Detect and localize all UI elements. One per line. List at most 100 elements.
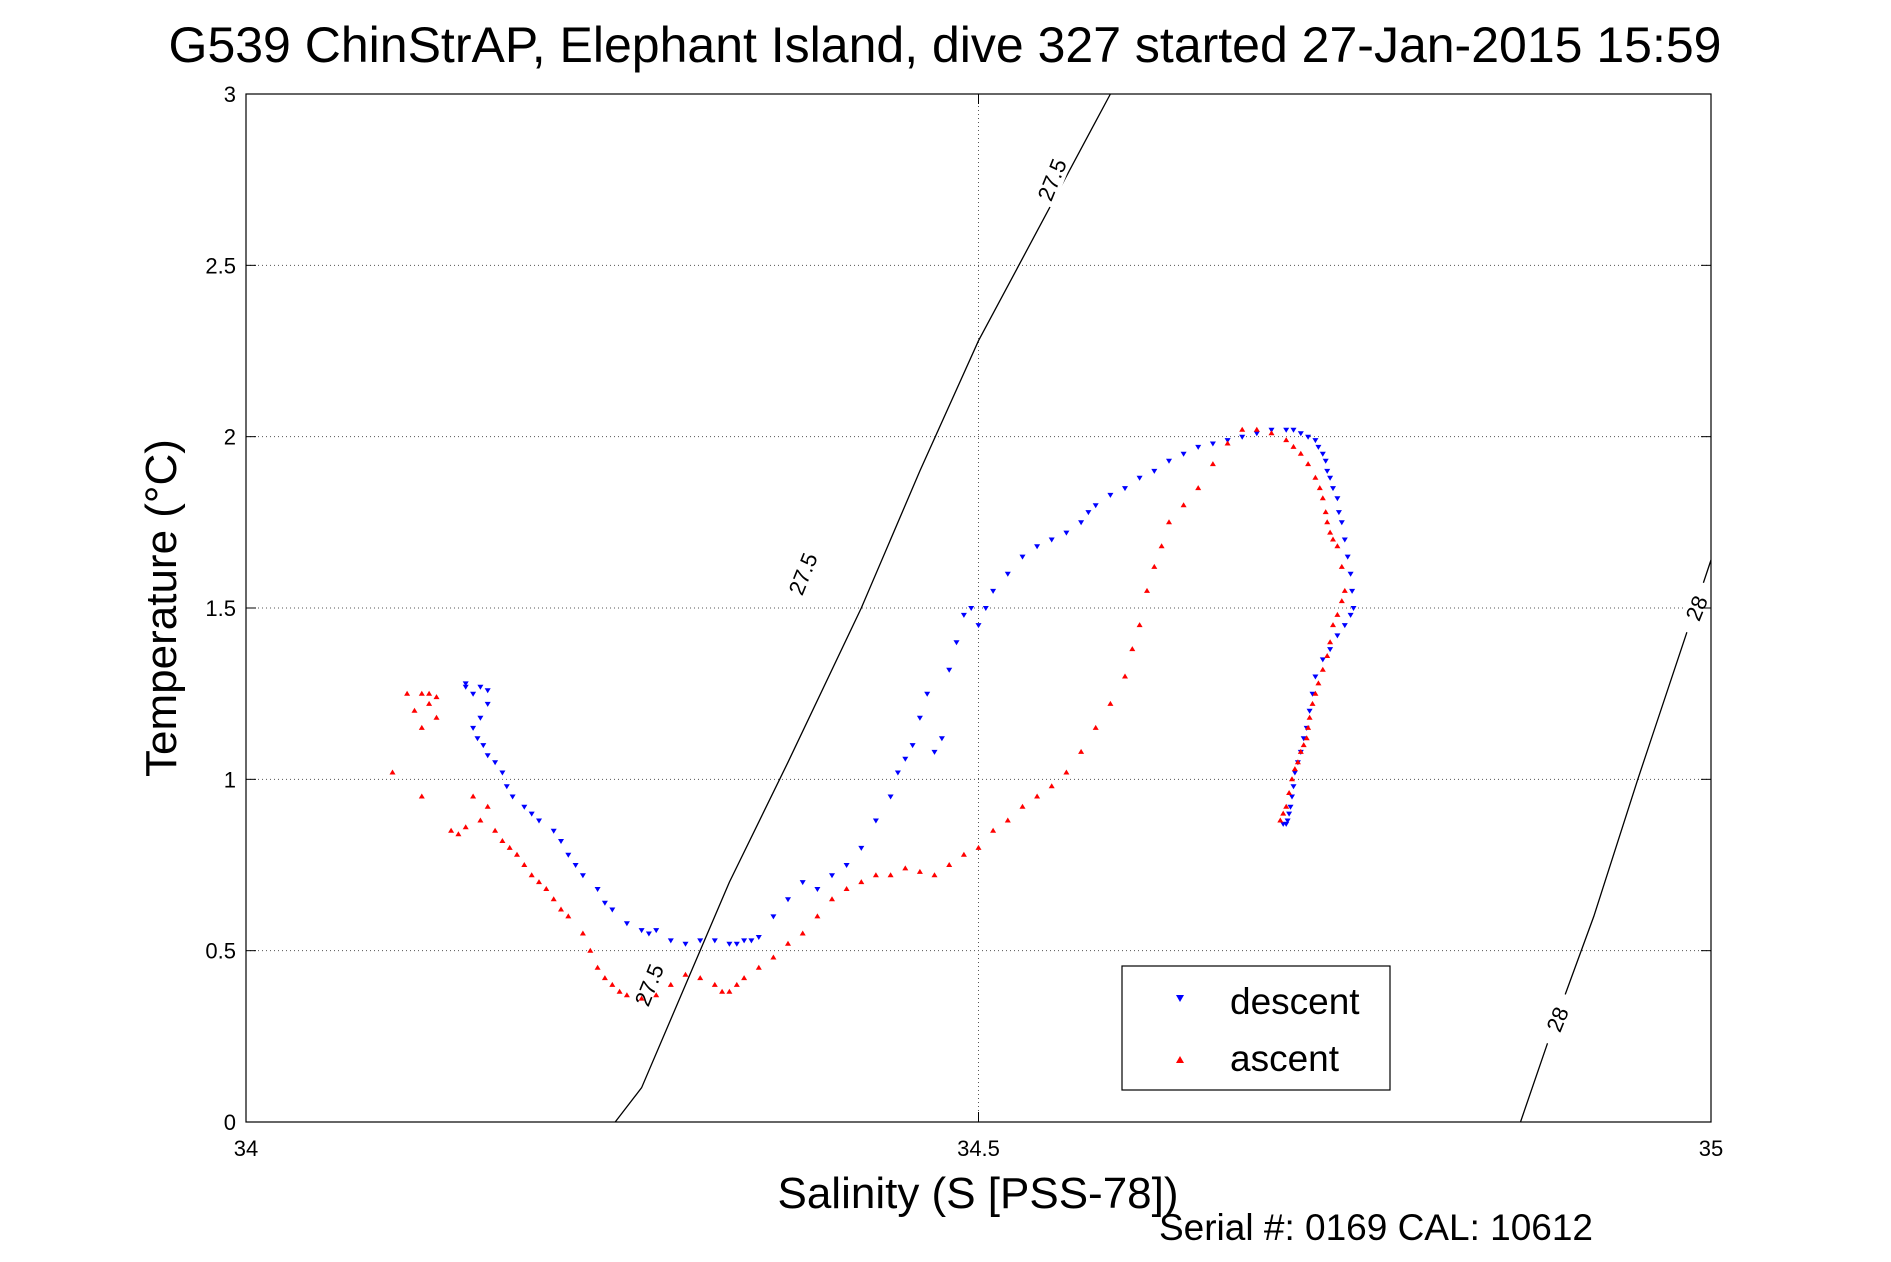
ascent-point: [528, 872, 535, 878]
descent-point: [1309, 691, 1316, 697]
ascent-point: [946, 862, 953, 867]
ascent-point: [1319, 666, 1326, 672]
descent-point: [484, 688, 491, 694]
descent-point: [1350, 606, 1357, 611]
descent-point: [1334, 496, 1341, 502]
ascent-point: [1034, 793, 1041, 799]
descent-point: [1322, 458, 1329, 464]
descent-point: [550, 828, 557, 834]
ascent-point: [389, 769, 396, 775]
descent-point: [484, 753, 491, 759]
ascent-point: [521, 862, 528, 867]
ascent-point: [565, 913, 572, 919]
descent-point: [1327, 647, 1334, 653]
descent-point: [1122, 486, 1128, 492]
isopycnal-label-bg: [1030, 151, 1073, 209]
ascent-point: [536, 879, 542, 885]
descent-point: [1063, 530, 1070, 536]
descent-point: [960, 612, 967, 618]
ascent-point: [470, 793, 477, 799]
descent-point: [1195, 444, 1202, 450]
descent-point: [1287, 804, 1294, 810]
descent-point: [902, 756, 909, 762]
grid-lines: [246, 94, 1711, 1122]
ascent-point: [514, 851, 520, 857]
descent-point: [990, 588, 997, 594]
y-tick-label: 3: [224, 82, 236, 107]
ascent-point: [411, 707, 418, 713]
ascent-point: [1195, 485, 1202, 491]
descent-point: [477, 715, 484, 721]
ascent-point: [1286, 790, 1293, 795]
descent-point: [858, 845, 865, 851]
descent-point: [1312, 674, 1319, 680]
ascent-point: [1341, 587, 1348, 593]
descent-point: [1300, 736, 1307, 742]
ascent-point: [506, 844, 513, 850]
ascent-point: [1239, 426, 1246, 432]
ascent-point: [1315, 680, 1322, 686]
ascent-point: [462, 824, 469, 830]
descent-point: [755, 935, 762, 940]
descent-point: [1335, 510, 1342, 516]
descent-point: [814, 887, 821, 892]
ascent-point: [1334, 543, 1341, 549]
ascent-point: [1129, 646, 1136, 652]
ascent-point: [1330, 536, 1336, 542]
descent-point: [1347, 612, 1354, 618]
ascent-point: [1297, 748, 1304, 754]
descent-point: [1166, 458, 1172, 464]
ascent-point: [843, 886, 850, 891]
descent-point: [938, 736, 945, 742]
descent-point: [894, 770, 901, 776]
ascent-point: [682, 971, 689, 977]
descent-point: [1347, 571, 1354, 577]
descent-point: [1291, 770, 1298, 776]
descent-point: [480, 743, 487, 749]
ascent-point: [829, 896, 835, 902]
descent-point: [1330, 486, 1336, 492]
ascent-point: [426, 690, 433, 696]
ascent-point: [477, 817, 484, 823]
ascent-point: [1334, 611, 1341, 617]
descent-point: [1297, 431, 1304, 437]
ascent-point: [1290, 443, 1297, 449]
ascent-point: [711, 981, 718, 987]
descent-point: [470, 725, 477, 731]
descent-point: [477, 684, 484, 690]
axis-ticks: 34 34.5 35 0 0.5 1 1.5 2 2.5 3: [205, 82, 1723, 1161]
ascent-point: [601, 975, 608, 981]
descent-point: [667, 938, 674, 944]
descent-point: [1239, 434, 1246, 440]
ascent-point: [1253, 426, 1260, 432]
descent-point: [1290, 784, 1297, 790]
ascent-point: [1303, 735, 1310, 741]
legend: descent ascent: [1121, 965, 1391, 1091]
descent-point: [909, 743, 916, 749]
descent-point: [1324, 468, 1331, 474]
ascent-point: [404, 690, 411, 696]
descent-point: [484, 701, 491, 707]
x-tick-label: 34: [234, 1136, 258, 1161]
descent-point: [1283, 427, 1290, 433]
ascent-point: [1312, 690, 1319, 696]
descent-point: [1327, 475, 1334, 481]
y-tick-label: 1: [224, 767, 236, 792]
ascent-point: [1283, 437, 1290, 443]
isopycnal-line: [1519, 559, 1712, 1123]
legend-marker-descent: [1176, 995, 1184, 1002]
descent-point: [931, 749, 938, 755]
ascent-point: [931, 872, 938, 878]
ascent-point: [1297, 450, 1304, 456]
chart-title: G539 ChinStrAP, Elephant Island, dive 32…: [169, 17, 1722, 73]
descent-point: [1092, 503, 1099, 509]
descent-point: [521, 804, 528, 810]
descent-point: [579, 873, 586, 879]
descent-point: [843, 863, 850, 868]
ascent-point: [1324, 519, 1331, 525]
descent-point: [946, 667, 953, 673]
descent-point: [1341, 537, 1348, 543]
ascent-point: [814, 913, 821, 919]
ascent-point: [1224, 440, 1231, 446]
descent-point: [1004, 571, 1011, 577]
